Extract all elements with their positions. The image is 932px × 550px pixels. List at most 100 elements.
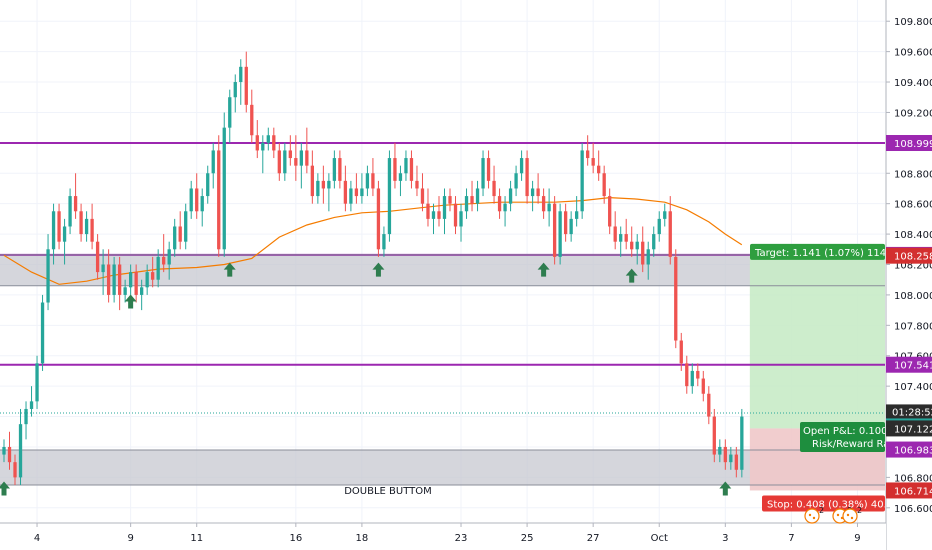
candle-body (106, 264, 111, 295)
candle-body (679, 340, 683, 364)
candle-body (35, 363, 39, 402)
candle-body (117, 264, 122, 295)
event-icon-dot (812, 516, 816, 520)
candle-body (382, 234, 386, 250)
candle-body (376, 188, 381, 250)
candle-body (492, 180, 496, 197)
candle-body (574, 211, 579, 219)
candle-body (79, 211, 83, 235)
candle-body (18, 424, 23, 478)
event-icon-dot (808, 513, 812, 517)
price-axis[interactable]: 109.800109.600109.400109.200109.000108.8… (885, 0, 932, 550)
candle-body (690, 370, 694, 387)
candle-body (426, 203, 430, 219)
candle-body (718, 446, 722, 455)
x-tick-label: 4 (34, 533, 40, 544)
position-labels: Target: 1.141 (1.07%) 114.1 Stop: 0.408 (… (750, 243, 896, 512)
level-price-label: 108.999 (894, 139, 932, 150)
candle-body (7, 446, 12, 463)
candle-body (13, 462, 17, 478)
x-tick-label: 3 (722, 533, 728, 544)
candle-body (674, 256, 678, 341)
candle-body (167, 249, 171, 265)
candle-body (740, 416, 744, 470)
candle-body (707, 393, 711, 417)
price-badge-label: 106.983 (894, 446, 932, 457)
target-label: Target: 1.141 (1.07%) 114.1 (754, 248, 896, 259)
x-tick-label: 7 (788, 533, 794, 544)
x-tick-label: 23 (455, 533, 468, 544)
candle-body (497, 196, 502, 212)
candle-body (591, 158, 595, 166)
y-tick-label: 109.400 (894, 78, 932, 89)
candle-body (211, 150, 215, 174)
countdown-badge (886, 404, 932, 419)
candle-body (723, 446, 727, 463)
candle-body (624, 234, 628, 242)
candle-body (448, 196, 452, 204)
candle-body (338, 158, 342, 181)
candle-body (729, 454, 733, 463)
candle-body (558, 211, 562, 257)
candle-body (327, 180, 331, 189)
candle-body (514, 173, 518, 189)
candle-body (29, 401, 34, 409)
candle-body (354, 188, 359, 197)
candle-body (277, 150, 281, 174)
candle-body (597, 165, 601, 174)
stop-label-bg (762, 495, 885, 512)
level-price-label: 107.541 (894, 361, 932, 372)
up-arrow-icon (372, 262, 385, 277)
event-icon-dot (850, 516, 854, 520)
candle-body (40, 302, 45, 364)
candle-body (393, 158, 397, 181)
candle-body (90, 218, 94, 242)
y-tick-label: 109.600 (894, 48, 932, 59)
candle-body (101, 264, 105, 273)
x-tick-label: 25 (521, 533, 534, 544)
level-price-badge (886, 356, 932, 373)
candle-body (360, 188, 364, 197)
price-badge (886, 247, 932, 264)
candle-body (525, 158, 529, 197)
candle-body (519, 158, 524, 174)
candle-body (685, 363, 689, 387)
candle-body (475, 188, 480, 204)
candle-body (486, 158, 491, 181)
event-icon-dot (846, 513, 850, 517)
candle-body (734, 454, 738, 470)
candle-body (112, 264, 116, 295)
candle-body (602, 173, 606, 197)
candle-body (371, 173, 375, 189)
candle-body (349, 188, 353, 204)
price-badge-label: 106.714 (894, 486, 932, 497)
event-icons[interactable]: 282 (804, 506, 862, 524)
candle-body (530, 188, 535, 197)
candle-body (316, 180, 320, 197)
candle-body (283, 150, 287, 174)
candle-body (57, 211, 61, 242)
candle-body (508, 188, 513, 204)
candle-body (255, 135, 259, 151)
candle-body (387, 158, 392, 235)
candle-body (586, 150, 590, 159)
candle-body (266, 135, 270, 143)
candle-body (464, 196, 469, 212)
candle-body (404, 158, 408, 174)
y-tick-label: 108.000 (894, 291, 932, 302)
candle-body (481, 158, 485, 189)
candle-body (239, 66, 243, 83)
candle-body (244, 66, 248, 105)
candle-body (222, 127, 226, 250)
event-icon (804, 508, 820, 524)
y-tick-label: 108.800 (894, 169, 932, 180)
candle-body (2, 446, 6, 455)
price-badge-label: 107.122 (894, 424, 932, 435)
time-axis[interactable]: 4 9 11 16 18 23 25 27 Oct 3 7 9 (0, 522, 886, 550)
target-label-bg (750, 243, 885, 260)
candle-body (321, 180, 326, 189)
candle-body (140, 287, 144, 295)
up-arrow-icon (124, 294, 137, 309)
candle-body (250, 104, 254, 136)
